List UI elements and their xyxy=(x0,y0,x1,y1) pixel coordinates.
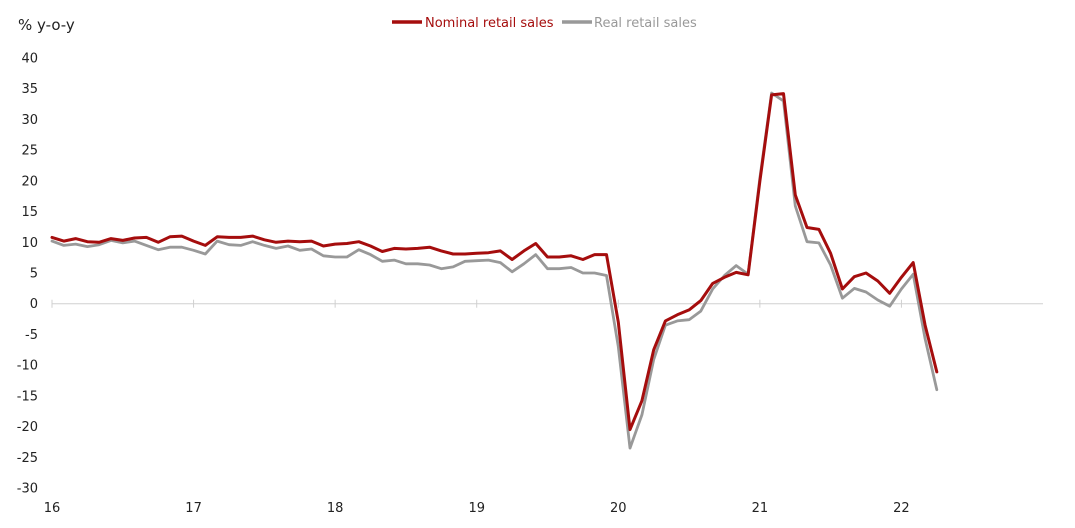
x-tick-label: 16 xyxy=(44,501,61,516)
x-tick-label: 20 xyxy=(610,501,627,516)
legend-label-real: Real retail sales xyxy=(594,16,697,31)
series-line-nominal xyxy=(50,92,939,432)
y-tick-label: 20 xyxy=(21,174,38,189)
y-tick-label: 40 xyxy=(21,52,38,67)
y-axis-title: % y-o-y xyxy=(18,16,75,34)
plot-lines xyxy=(50,91,939,450)
y-tick-label: -20 xyxy=(17,420,38,435)
y-tick-label: 10 xyxy=(21,236,38,251)
y-tick-label: 35 xyxy=(21,82,38,97)
x-tick-label: 17 xyxy=(185,501,202,516)
y-tick-label: 5 xyxy=(30,267,38,282)
y-tick-label: -30 xyxy=(17,482,38,497)
y-tick-label: -5 xyxy=(25,328,38,343)
x-tick-label: 22 xyxy=(893,501,910,516)
x-tick-label: 21 xyxy=(752,501,769,516)
axes: 40 35 30 25 20 15 10 5 0 -5 -10 -15 -20 -25 -30 16 17 18 1… xyxy=(17,52,1043,516)
y-tick-label: -10 xyxy=(17,359,38,374)
y-tick-label: 15 xyxy=(21,205,38,220)
y-tick-label: -25 xyxy=(17,451,38,466)
legend-label-nominal: Nominal retail sales xyxy=(425,16,554,31)
x-tick-label: 18 xyxy=(327,501,344,516)
legend: Nominal retail sales Real retail sales xyxy=(392,16,697,31)
y-tick-label: 0 xyxy=(30,297,38,312)
y-tick-label: -15 xyxy=(17,389,38,404)
y-tick-label: 30 xyxy=(21,113,38,128)
x-tick-label: 19 xyxy=(468,501,485,516)
series-line-real xyxy=(50,91,939,450)
y-tick-label: 25 xyxy=(21,144,38,159)
